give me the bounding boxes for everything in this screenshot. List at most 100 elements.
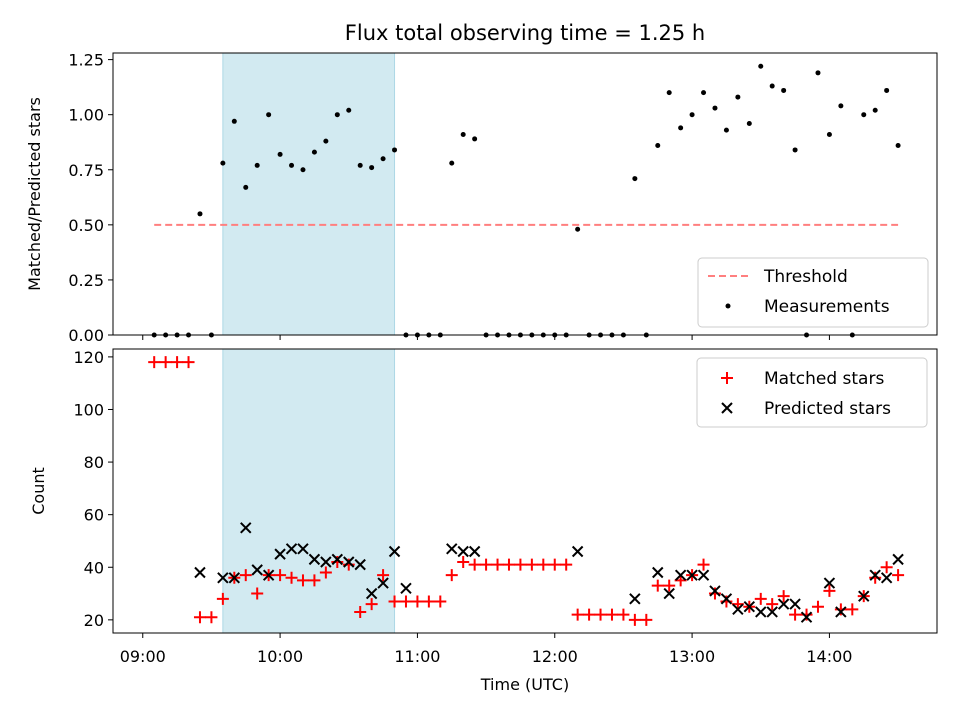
predicted-star-point <box>674 569 687 581</box>
matched-legend-label: Matched stars <box>764 369 884 389</box>
predicted-star-point <box>880 572 893 584</box>
matched-star-point <box>388 595 401 608</box>
matched-star-point <box>697 558 710 571</box>
matched-star-point <box>445 569 458 582</box>
matched-star-point <box>365 598 378 611</box>
measurement-point <box>243 184 249 190</box>
measurement-point <box>815 70 821 76</box>
top-y-axis: 0.00 0.25 0.50 0.75 1.00 1.25 <box>68 51 113 345</box>
predicted-star-point <box>663 587 675 600</box>
bottom-y-tick-label: 20 <box>84 611 104 630</box>
matched-star-point <box>296 574 309 587</box>
predicted-star-point <box>354 558 366 571</box>
bottom-legend-box <box>696 357 928 428</box>
matched-star-point <box>892 569 905 582</box>
matched-star-point <box>148 356 161 369</box>
top-y-tick-label: 0.50 <box>68 216 104 235</box>
predicted-star-point <box>194 566 206 579</box>
x-tick-label: 14:00 <box>806 647 852 666</box>
predicted-star-point <box>697 569 710 581</box>
bottom-y-tick-label: 40 <box>84 558 104 577</box>
matched-star-point <box>377 569 390 582</box>
matched-star-point <box>846 603 859 616</box>
predicted-star-point <box>709 585 721 597</box>
measurements-legend-label: Measurements <box>764 297 890 317</box>
matched-star-point <box>754 592 767 605</box>
matched-star-point <box>789 608 802 621</box>
matched-star-point <box>560 558 573 571</box>
bottom-shaded-interval <box>222 348 396 634</box>
measurement-point <box>369 165 375 171</box>
measurement-point <box>872 107 878 113</box>
predicted-star-point <box>732 603 744 616</box>
matched-star-point <box>205 611 218 624</box>
measurement-point <box>769 83 775 89</box>
predicted-legend-swatch <box>721 402 733 414</box>
predicted-star-point <box>869 569 881 581</box>
matched-star-point <box>491 558 504 571</box>
bottom-panel: 20 40 60 80 100 120 09:00 10:00 11:00 12:00 13:00… <box>29 348 938 694</box>
top-y-tick-label: 1.00 <box>68 106 104 125</box>
measurement-point <box>357 162 363 168</box>
matched-star-point <box>308 574 321 587</box>
predicted-star-point <box>835 606 847 618</box>
predicted-star-point <box>755 606 767 618</box>
predicted-star-point <box>468 545 481 558</box>
measurement-point <box>758 63 764 69</box>
bottom-y-axis-label: Count <box>29 467 48 515</box>
predicted-star-point <box>285 543 298 555</box>
matched-star-point <box>537 558 550 571</box>
x-tick-label: 09:00 <box>120 647 166 666</box>
top-y-tick-label: 0.00 <box>68 326 104 345</box>
predicted-star-point <box>308 553 321 566</box>
predicted-star-point <box>766 606 778 618</box>
measurement-point <box>266 112 272 118</box>
bottom-y-tick-label: 60 <box>84 506 104 525</box>
matched-star-point <box>514 558 527 571</box>
measurement-point <box>884 87 890 93</box>
predicted-star-point <box>446 543 458 555</box>
predicted-star-point <box>217 572 229 584</box>
predicted-star-point <box>240 522 252 534</box>
measurement-point <box>701 90 707 96</box>
measurement-point <box>861 112 867 118</box>
predicted-star-point <box>343 556 355 568</box>
measurement-point <box>723 127 729 133</box>
measurement-point <box>220 160 226 166</box>
matched-star-point <box>239 569 252 582</box>
top-y-tick-label: 0.75 <box>68 161 104 180</box>
predicted-star-point <box>629 593 641 605</box>
predicted-star-point <box>823 577 836 589</box>
bottom-y-tick-label: 80 <box>84 453 104 472</box>
measurement-point <box>460 132 466 138</box>
measurement-point <box>334 112 340 118</box>
bottom-legend: Matched stars Predicted stars <box>696 357 928 428</box>
matched-star-point <box>251 587 264 600</box>
predicted-star-point <box>331 553 344 566</box>
predicted-star-point <box>652 566 664 579</box>
predicted-star-point <box>800 611 813 623</box>
matched-star-point <box>548 558 561 571</box>
top-panel: 0.00 0.25 0.50 0.75 1.00 1.25 Matched/Predict… <box>25 51 938 345</box>
predicted-star-point <box>262 569 275 581</box>
predicted-stars-series <box>194 522 904 623</box>
matched-star-point <box>411 595 424 608</box>
measurements-legend-swatch <box>725 303 731 309</box>
measurement-point <box>311 149 317 155</box>
measurement-point <box>666 90 672 96</box>
matched-star-point <box>823 584 836 597</box>
predicted-star-point <box>365 587 378 600</box>
x-tick-label: 13:00 <box>669 647 715 666</box>
matched-star-point <box>285 571 298 584</box>
measurement-point <box>449 160 455 166</box>
x-tick-label: 12:00 <box>532 647 578 666</box>
threshold-legend-label: Threshold <box>763 267 848 287</box>
measurement-point <box>380 156 386 162</box>
matched-star-point <box>422 595 435 608</box>
matched-star-point <box>766 598 779 611</box>
top-axes-frame <box>112 52 938 336</box>
predicted-star-point <box>571 545 584 558</box>
predicted-star-point <box>743 600 756 613</box>
top-shaded-interval <box>222 52 396 336</box>
